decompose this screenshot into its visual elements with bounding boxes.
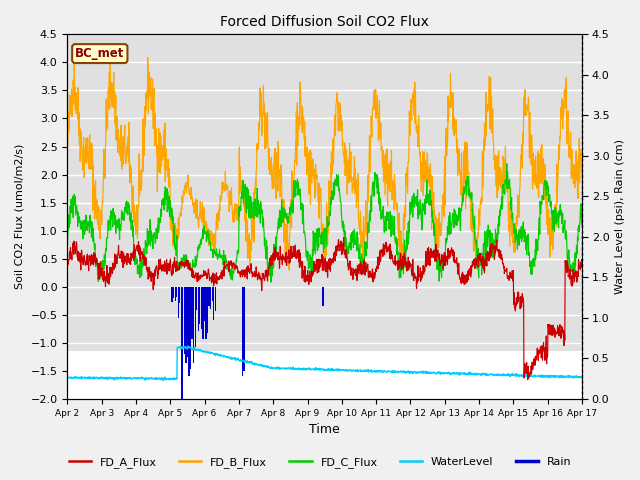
Bar [243,287,244,371]
Bar [242,287,243,376]
WaterLevel [303,366,310,372]
Line: FD_A_Flux: FD_A_Flux [67,238,582,380]
FD_A_Flux [302,273,310,279]
Title: Forced Diffusion Soil CO2 Flux: Forced Diffusion Soil CO2 Flux [220,15,429,29]
Bar [176,287,177,298]
Bar [210,287,211,309]
WaterLevel [578,375,586,381]
FD_C_Flux [356,255,364,261]
Bar [190,287,191,369]
FD_C_Flux [63,242,71,248]
Bar [201,287,202,329]
FD_C_Flux [282,211,290,216]
FD_B_Flux [303,147,310,153]
WaterLevel [184,343,192,349]
WaterLevel [293,367,301,372]
Line: FD_B_Flux: FD_B_Flux [67,55,582,270]
Bar [214,287,216,311]
FD_C_Flux [293,184,301,190]
Bar [172,287,173,302]
Bar [199,287,200,324]
WaterLevel [283,366,291,372]
FD_B_Flux [106,52,114,58]
WaterLevel [159,377,167,383]
Bar [195,287,196,347]
FD_A_Flux [578,258,586,264]
FD_B_Flux [285,267,293,273]
WaterLevel [104,374,111,380]
FD_C_Flux [104,235,111,240]
Bar [196,287,197,310]
Bar [198,287,199,331]
FD_A_Flux [292,256,300,262]
Bar [175,287,176,301]
Bar [180,287,182,399]
FD_B_Flux [578,174,586,180]
X-axis label: Time: Time [309,423,340,436]
Legend: FD_A_Flux, FD_B_Flux, FD_C_Flux, WaterLevel, Rain: FD_A_Flux, FD_B_Flux, FD_C_Flux, WaterLe… [64,452,576,472]
Bar [179,287,180,303]
Line: WaterLevel: WaterLevel [67,346,582,380]
Bar [187,287,188,357]
Bar [188,287,189,376]
Bar [209,287,210,306]
Bar [204,287,205,321]
FD_B_Flux [125,159,132,165]
FD_C_Flux [267,279,275,285]
FD_A_Flux [282,256,289,262]
FD_A_Flux [524,377,532,383]
Bar [67,35,582,351]
FD_C_Flux [503,161,511,167]
FD_A_Flux [356,259,364,265]
FD_B_Flux [104,115,111,120]
FD_B_Flux [293,106,301,111]
Bar [202,287,204,338]
FD_A_Flux [340,235,348,240]
Y-axis label: Soil CO2 Flux (umol/m2/s): Soil CO2 Flux (umol/m2/s) [15,144,25,289]
FD_B_Flux [357,239,365,245]
FD_B_Flux [63,142,71,148]
FD_A_Flux [124,251,132,257]
FD_C_Flux [302,250,310,255]
Bar [178,287,179,318]
Text: BC_met: BC_met [75,47,125,60]
FD_C_Flux [124,207,132,213]
FD_A_Flux [104,276,111,281]
WaterLevel [124,375,132,381]
Bar [193,287,195,363]
Bar [184,287,185,354]
Bar [191,287,193,339]
Bar [173,287,174,298]
Y-axis label: Water Level (psi), Rain (cm): Water Level (psi), Rain (cm) [615,139,625,294]
FD_C_Flux [578,214,586,219]
Bar [205,287,207,339]
WaterLevel [63,375,71,381]
Bar [213,287,214,320]
Line: FD_C_Flux: FD_C_Flux [67,164,582,282]
Bar [323,287,324,306]
FD_A_Flux [63,257,71,263]
Bar [182,287,184,399]
Bar [207,287,208,333]
FD_B_Flux [282,234,290,240]
WaterLevel [357,367,365,373]
